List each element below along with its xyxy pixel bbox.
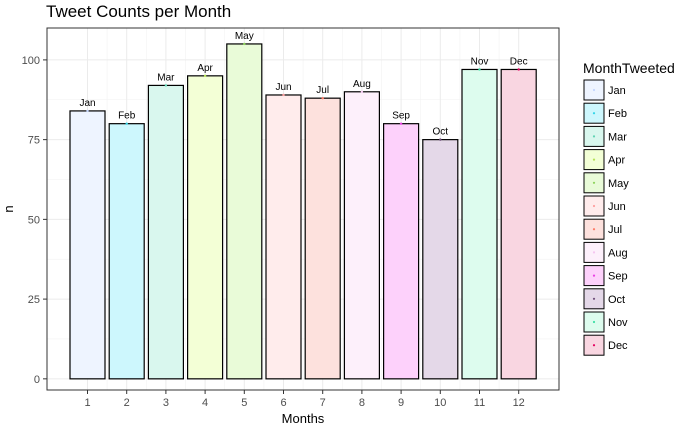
legend: MonthTweeted Jan Feb Mar Apr May Jun Jul Aug Sep… <box>583 60 675 356</box>
x-tick-label: 1 <box>84 397 90 409</box>
x-tick-label: 7 <box>320 397 326 409</box>
bar-label-jan: Jan <box>79 98 95 109</box>
y-tick-label: 50 <box>28 214 40 226</box>
legend-label-jan: Jan <box>608 85 626 97</box>
legend-label-nov: Nov <box>608 317 628 329</box>
bar-label-mar: Mar <box>157 72 175 83</box>
legend-label-mar: Mar <box>608 131 627 143</box>
bar-dec <box>500 68 537 380</box>
point-aug <box>360 90 364 93</box>
bar-jun <box>265 94 302 380</box>
bar-label-nov: Nov <box>471 56 489 67</box>
x-axis: 1 2 3 4 5 6 7 8 9 10 11 12 <box>84 390 525 409</box>
y-tick-label: 0 <box>34 374 40 386</box>
legend-point-oct <box>592 297 596 300</box>
legend-point-mar <box>592 135 596 138</box>
x-axis-title: Months <box>282 411 325 426</box>
point-apr <box>203 74 207 78</box>
bar-nov <box>461 68 498 380</box>
x-tick-label: 2 <box>124 397 130 409</box>
legend-label-may: May <box>608 178 629 190</box>
x-tick-label: 6 <box>280 397 286 409</box>
bar-label-sep: Sep <box>392 111 410 122</box>
legend-label-jun: Jun <box>608 201 626 213</box>
bar-jul <box>304 97 341 380</box>
bar-label-jul: Jul <box>316 85 329 96</box>
legend-point-jan <box>592 88 596 92</box>
point-jun <box>282 93 285 97</box>
legend-title: MonthTweeted <box>583 60 675 76</box>
legend-point-dec <box>592 344 596 347</box>
legend-label-apr: Apr <box>608 155 625 167</box>
bar-label-jun: Jun <box>275 82 291 93</box>
legend-label-oct: Oct <box>608 294 625 306</box>
bar-may <box>226 43 263 380</box>
bar-label-dec: Dec <box>510 56 528 67</box>
bar-apr <box>187 75 224 380</box>
chart-title: Tweet Counts per Month <box>46 2 231 21</box>
x-tick-label: 8 <box>359 397 365 409</box>
legend-items: Jan Feb Mar Apr May Jun Jul Aug Sep Oct Nov Dec <box>583 79 629 356</box>
y-axis: 0 25 50 75 100 <box>22 55 47 386</box>
point-jul <box>321 96 324 100</box>
bar-label-aug: Aug <box>353 79 371 90</box>
y-tick-label: 75 <box>28 135 40 147</box>
bar-label-oct: Oct <box>433 127 449 138</box>
point-may <box>243 42 246 46</box>
point-jan <box>86 109 89 113</box>
bar-sep <box>383 123 420 380</box>
y-tick-label: 100 <box>22 55 40 67</box>
point-nov <box>478 68 481 71</box>
point-mar <box>164 84 168 87</box>
plot-panel: Jan Feb Mar Apr May Jun Jul Aug Sep Oct Nov Dec <box>46 27 560 391</box>
y-tick-label: 25 <box>28 294 40 306</box>
legend-point-nov <box>592 320 596 324</box>
x-tick-label: 5 <box>241 397 247 409</box>
legend-label-dec: Dec <box>608 340 628 352</box>
x-tick-label: 3 <box>163 397 169 409</box>
bar-mar <box>147 84 184 380</box>
bar-labels-group: Jan Feb Mar Apr May Jun Jul Aug Sep Oct Nov Dec <box>79 31 527 138</box>
legend-point-jun <box>592 204 596 208</box>
bar-jan <box>69 110 106 380</box>
bar-oct <box>422 139 459 380</box>
legend-label-sep: Sep <box>608 271 628 283</box>
point-feb <box>125 122 128 125</box>
x-tick-label: 11 <box>474 397 485 409</box>
bars-group <box>69 42 537 380</box>
y-axis-title: n <box>1 205 16 212</box>
point-oct <box>439 138 442 141</box>
legend-label-jul: Jul <box>608 224 622 236</box>
legend-point-may <box>592 181 596 184</box>
bar-label-may: May <box>235 31 254 42</box>
panel-border <box>46 27 560 391</box>
x-tick-label: 12 <box>513 397 525 409</box>
legend-label-feb: Feb <box>608 108 627 120</box>
legend-point-sep <box>592 274 596 277</box>
point-sep <box>399 122 403 125</box>
x-tick-label: 9 <box>398 397 404 409</box>
minor-gridlines <box>47 28 559 390</box>
bar-aug <box>343 91 380 380</box>
legend-label-aug: Aug <box>608 247 628 259</box>
bar-label-apr: Apr <box>197 63 213 74</box>
point-dec <box>517 68 520 71</box>
legend-point-feb <box>592 112 596 115</box>
bar-label-feb: Feb <box>118 111 136 122</box>
legend-point-aug <box>592 251 596 254</box>
x-tick-label: 4 <box>202 397 208 409</box>
legend-point-jul <box>592 228 596 231</box>
legend-point-apr <box>592 158 596 161</box>
bar-feb <box>108 123 145 380</box>
x-tick-label: 10 <box>434 397 446 409</box>
